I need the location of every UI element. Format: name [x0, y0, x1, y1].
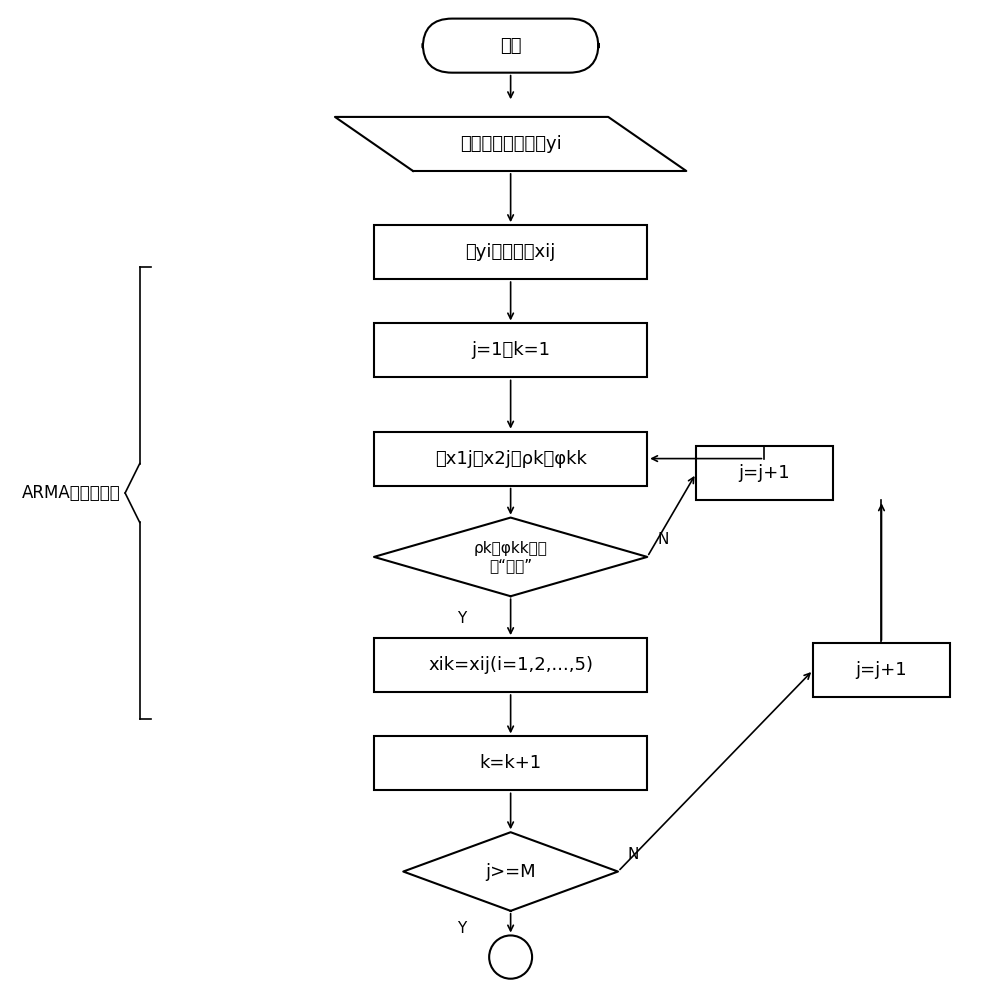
Polygon shape — [335, 117, 686, 171]
Text: ρk与φkk都存
在“拖尾”: ρk与φkk都存 在“拖尾” — [474, 540, 548, 573]
Text: 对x1j，x2j求ρk与φkk: 对x1j，x2j求ρk与φkk — [435, 450, 587, 467]
Polygon shape — [403, 832, 618, 911]
Text: j>=M: j>=M — [485, 863, 536, 880]
Bar — [374, 737, 647, 791]
Text: 输入原始时间序列yi: 输入原始时间序列yi — [460, 135, 562, 153]
Bar — [374, 432, 647, 486]
Text: N: N — [628, 847, 639, 862]
Text: j=j+1: j=j+1 — [739, 464, 790, 482]
Bar — [374, 323, 647, 378]
Bar — [374, 225, 647, 279]
Text: j=j+1: j=j+1 — [856, 661, 907, 679]
Bar — [696, 447, 833, 500]
Bar — [813, 643, 950, 697]
Text: N: N — [657, 532, 668, 547]
Circle shape — [489, 936, 532, 979]
Text: xik=xij(i=1,2,...,5): xik=xij(i=1,2,...,5) — [428, 656, 593, 674]
FancyBboxPatch shape — [423, 19, 598, 73]
Polygon shape — [374, 518, 647, 597]
Text: j=1，k=1: j=1，k=1 — [471, 341, 550, 360]
Text: 对yi分段得到xij: 对yi分段得到xij — [465, 244, 556, 261]
Text: k=k+1: k=k+1 — [480, 754, 542, 772]
Bar — [374, 638, 647, 692]
Text: Y: Y — [457, 611, 466, 626]
Text: ARMA平稳性检测: ARMA平稳性检测 — [21, 484, 120, 502]
Text: Y: Y — [457, 921, 466, 936]
Text: 开始: 开始 — [500, 36, 521, 54]
